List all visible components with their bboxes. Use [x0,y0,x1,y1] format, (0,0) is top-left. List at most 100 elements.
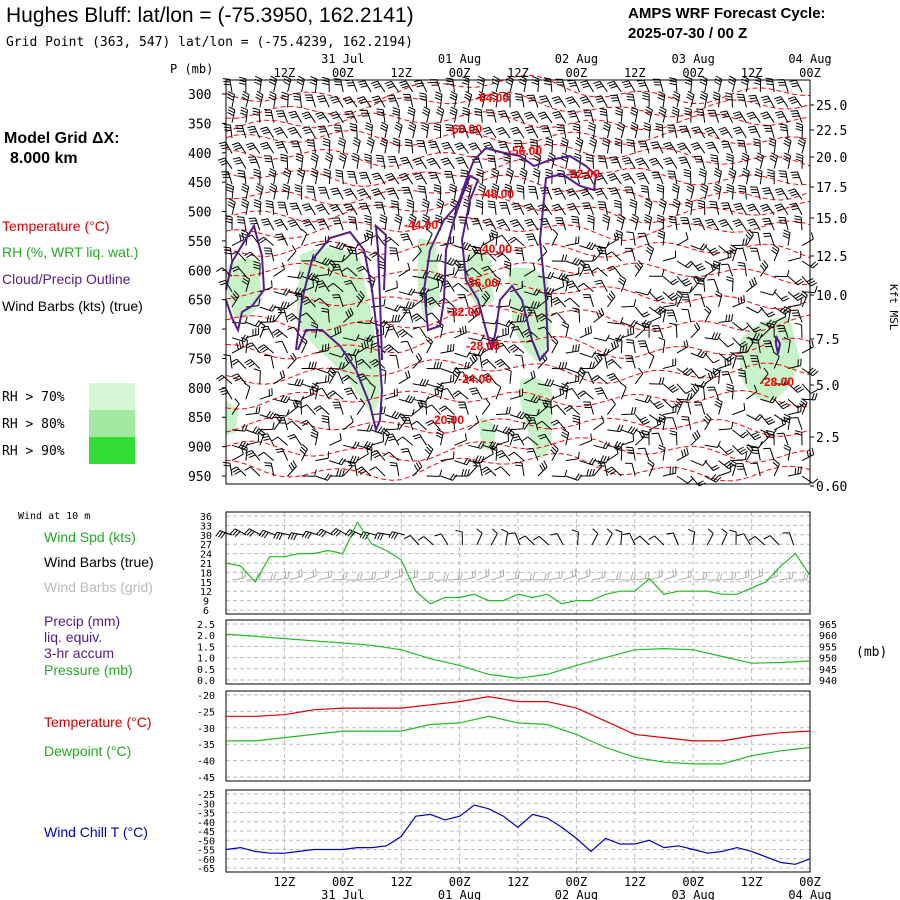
wind-barb [763,125,775,139]
wind-barb [523,409,540,417]
wind-barb [669,430,678,446]
wind-barb [583,109,594,123]
wind-barb [310,321,319,338]
wind-barb [342,307,354,323]
time-tick-label-top: 00Z [332,66,354,80]
wind-barb [572,414,581,430]
wind-barb [482,424,499,432]
wind-barb [593,455,610,464]
wind-barb [718,314,734,323]
wind-barb [273,370,286,385]
wind-barb [523,262,536,277]
wind-barb [404,569,418,581]
wind-barb [259,314,275,323]
windchill-panel-tick-label: -25 [197,790,215,801]
wind-barb [472,462,483,477]
wind-barb [491,167,500,185]
wind-barb [501,528,509,546]
wind-barb [579,188,594,200]
wind-barb [746,306,764,314]
wind-barb [302,126,316,139]
wind-barb [787,188,803,200]
wind-barb [489,445,498,461]
wind-barb [601,137,611,154]
wind-barb [468,455,485,464]
rh-region [296,248,382,412]
wind-barb [344,529,362,538]
wind-barb [745,444,754,461]
wind-barb [523,111,539,123]
wind-barb [593,415,605,431]
wind-barb [426,469,443,477]
wind-barb [593,80,608,93]
wind-barb [231,334,249,343]
wind-barb [750,462,761,477]
time-tick-label-bottom: 12Z [624,875,646,889]
wind-barb [222,461,233,477]
wind-barb [551,272,569,281]
wind-barb [636,79,650,93]
wind-barb [468,142,483,154]
wind-barb [774,187,789,200]
wind-barb [389,354,400,369]
wind-barb [626,93,636,108]
wind-barb [557,169,567,185]
wind-barb [315,267,330,277]
wind-barb [566,203,581,216]
wind-barb [579,351,597,358]
wind-barb [264,462,275,477]
wind-barb [327,367,337,385]
wind-barb [329,457,346,466]
height-tick-label: 0.60 [816,480,847,495]
wind-barb [732,444,748,455]
wind-barb [773,398,790,410]
wind-barb [356,373,372,385]
wind-barb [244,251,261,262]
wind-barb [778,170,789,185]
wind-barb [455,156,469,170]
temperature-contour-label: -28.00 [466,339,500,353]
wind-barb [572,307,581,323]
wind-barb [607,398,616,415]
wind-barb [356,96,372,108]
wind-barb [475,199,484,215]
legend-swatch-rh70 [89,383,135,410]
wind-barb [329,469,345,477]
wind-barb [732,111,747,123]
wind-barb [367,275,376,292]
wind-barb [732,429,749,439]
wind-barb [760,111,775,123]
wind-barb [315,387,330,400]
wind-barb [510,111,525,123]
wind-barb [518,75,527,93]
wind-barb [713,167,722,185]
wind-barb [398,409,415,417]
wind-barb [235,125,247,139]
wind-barb [343,441,360,449]
wind-barb [624,247,636,262]
wind-barb [696,384,706,400]
wind-barb [399,156,414,170]
wind-barb [593,241,610,249]
wind-barb [593,352,603,369]
wind-barb [299,444,308,461]
wind-barb [630,213,639,231]
wind-barb [721,571,737,581]
wind-barb [329,203,344,216]
wind-barb [263,247,275,262]
wind-barb [583,401,594,415]
wind-barb [436,106,445,123]
wind-barb [704,474,722,483]
wind-barb [375,569,389,581]
wind-barb [222,78,233,93]
wind-barb [635,172,650,185]
wind-barb [774,203,789,216]
wind-barb [365,122,373,139]
height-tick-label: 7.5 [816,333,839,348]
wind-barb [400,340,414,354]
wind-barb [651,432,664,446]
wind-barb [379,137,388,154]
wind-barb [494,382,502,400]
wind-barb [521,436,539,446]
wind-barb [268,91,277,108]
